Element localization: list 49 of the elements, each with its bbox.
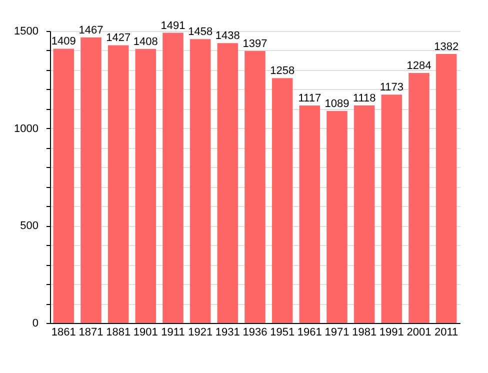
bar — [354, 105, 375, 323]
data-label: 1089 — [324, 98, 350, 110]
data-label: 1382 — [434, 40, 459, 53]
bar — [80, 37, 102, 323]
x-tick-label: 1931 — [215, 326, 240, 338]
y-tick-label: 1000 — [14, 122, 38, 135]
y-tick-label: 1500 — [14, 26, 38, 38]
bar — [190, 39, 211, 323]
bar — [272, 78, 293, 323]
data-label: 1427 — [106, 32, 131, 44]
bar — [326, 111, 348, 323]
x-tick-label: 1871 — [78, 326, 104, 338]
data-label: 1409 — [51, 36, 76, 48]
data-label: 1408 — [133, 36, 158, 48]
x-tick-label: 1936 — [242, 326, 268, 338]
data-label: 1491 — [160, 20, 186, 32]
bar — [299, 106, 320, 323]
bar — [436, 54, 457, 323]
bar — [108, 45, 129, 323]
data-label: 1438 — [215, 30, 240, 42]
data-label: 1118 — [352, 92, 376, 104]
x-tick-label: 1881 — [106, 326, 131, 338]
x-tick-label: 1951 — [270, 326, 295, 338]
x-tick-label: 1861 — [51, 326, 76, 338]
x-tick-label: 1971 — [324, 326, 350, 338]
x-tick-label: 1911 — [161, 326, 185, 338]
data-label: 1173 — [380, 82, 404, 94]
bar — [244, 51, 266, 323]
bar — [381, 94, 402, 323]
data-label: 1284 — [406, 60, 432, 72]
bar — [217, 43, 238, 323]
bar — [162, 32, 184, 323]
bar — [53, 48, 74, 323]
x-tick-label: 1981 — [352, 326, 377, 338]
x-tick-label: 2011 — [434, 326, 458, 338]
x-tick-label: 1991 — [379, 326, 404, 338]
data-label: 1397 — [242, 38, 268, 50]
x-tick-label: 2001 — [406, 326, 432, 338]
data-label: 1117 — [298, 92, 322, 105]
x-tick-label: 1921 — [188, 326, 213, 338]
bar — [135, 48, 156, 323]
data-label: 1458 — [188, 26, 213, 38]
x-tick-label: 1901 — [133, 326, 158, 338]
data-label: 1467 — [78, 24, 104, 36]
y-tick-label: 0 — [32, 318, 38, 330]
x-tick-label: 1961 — [297, 326, 322, 338]
bar — [408, 73, 430, 323]
data-label: 1258 — [270, 65, 295, 78]
y-tick-label: 500 — [20, 220, 38, 232]
